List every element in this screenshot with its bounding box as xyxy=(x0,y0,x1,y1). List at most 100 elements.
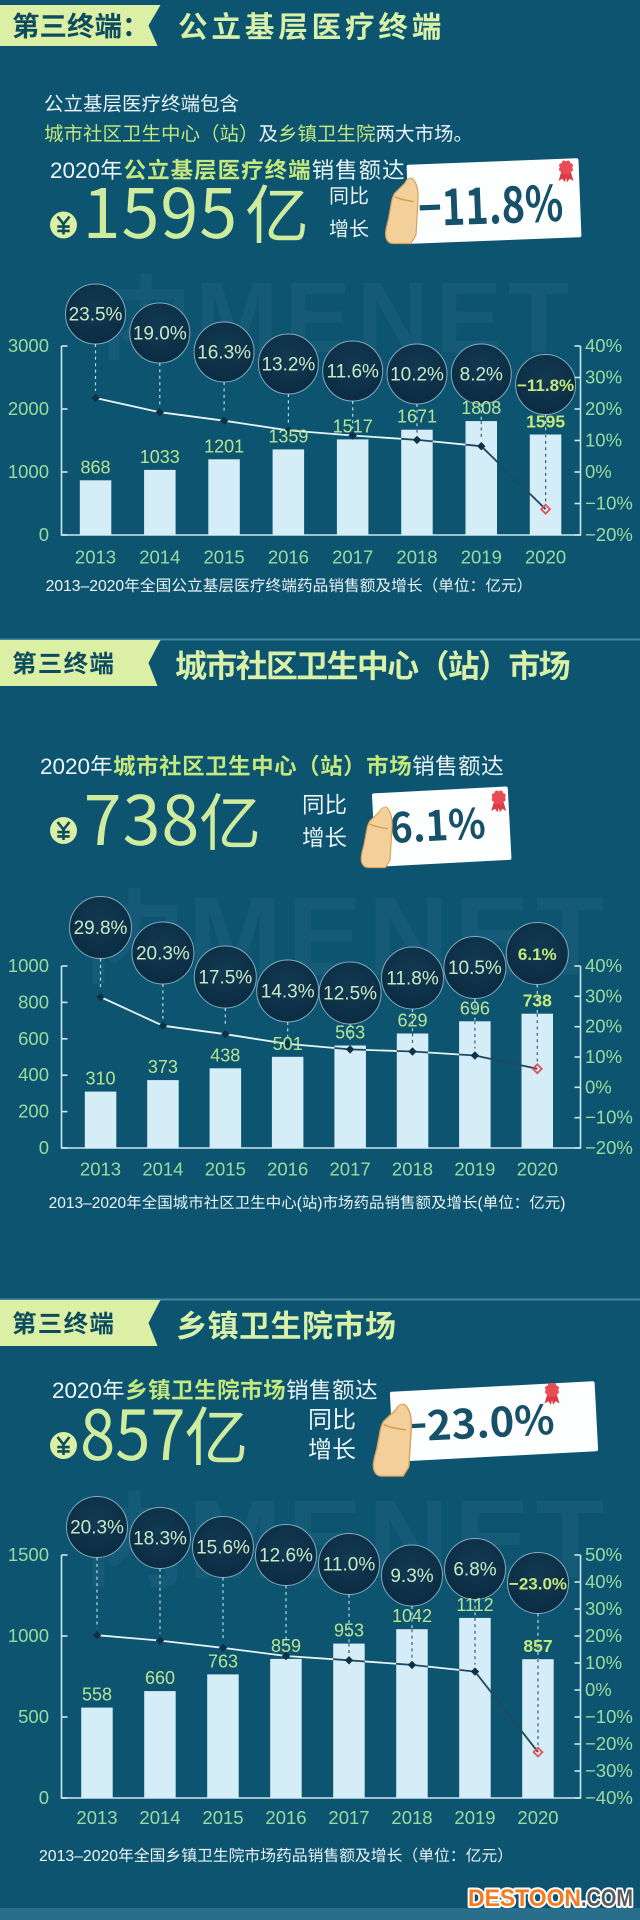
svg-text:2019: 2019 xyxy=(461,547,502,568)
svg-text:2013: 2013 xyxy=(80,1159,121,1180)
svg-text:1201: 1201 xyxy=(204,436,244,456)
svg-text:2020: 2020 xyxy=(517,1159,558,1180)
svg-text:400: 400 xyxy=(18,1064,49,1085)
svg-text:0: 0 xyxy=(39,524,49,545)
svg-text:558: 558 xyxy=(82,1685,112,1705)
svg-text:0%: 0% xyxy=(585,461,612,482)
svg-text:2014: 2014 xyxy=(142,1159,183,1180)
svg-text:2020: 2020 xyxy=(40,754,90,779)
svg-text:696: 696 xyxy=(460,998,490,1018)
svg-text:.COM: .COM xyxy=(581,1885,633,1912)
svg-text:2016: 2016 xyxy=(268,547,309,568)
svg-text:−10%: −10% xyxy=(585,1107,633,1128)
svg-text:1033: 1033 xyxy=(140,447,180,467)
svg-text:20%: 20% xyxy=(585,1625,622,1646)
svg-text:−10%: −10% xyxy=(585,1706,633,1727)
svg-text:738: 738 xyxy=(523,991,552,1011)
svg-text:−20%: −20% xyxy=(585,524,633,545)
svg-text:1595: 1595 xyxy=(526,412,565,432)
svg-text:1112: 1112 xyxy=(456,1595,493,1615)
svg-text:563: 563 xyxy=(335,1023,365,1043)
svg-text:868: 868 xyxy=(80,457,110,477)
svg-text:857: 857 xyxy=(523,1636,552,1656)
svg-text:1808: 1808 xyxy=(461,398,501,418)
svg-text:40%: 40% xyxy=(585,335,622,356)
svg-text:1500: 1500 xyxy=(8,1544,49,1565)
svg-text:438: 438 xyxy=(210,1045,240,1065)
svg-text:23.5%: 23.5% xyxy=(69,305,123,326)
svg-text:15.6%: 15.6% xyxy=(196,1538,250,1559)
svg-text:40%: 40% xyxy=(585,1571,622,1592)
svg-text:2013–2020: 2013–2020 xyxy=(39,1848,118,1865)
svg-text:12.5%: 12.5% xyxy=(323,984,377,1005)
svg-text:−30%: −30% xyxy=(585,1760,633,1781)
svg-text:16.3%: 16.3% xyxy=(197,343,251,364)
svg-text:(: ( xyxy=(297,1195,303,1212)
svg-text:600: 600 xyxy=(18,1028,49,1049)
svg-text:2014: 2014 xyxy=(139,547,180,568)
svg-text:20%: 20% xyxy=(585,398,622,419)
svg-text:−20%: −20% xyxy=(585,1137,633,1158)
svg-text:−23.0%: −23.0% xyxy=(509,1575,567,1594)
svg-text:2015: 2015 xyxy=(205,1159,246,1180)
svg-text:10%: 10% xyxy=(585,1652,622,1673)
svg-text:10%: 10% xyxy=(585,430,622,451)
svg-text:50%: 50% xyxy=(585,1544,622,1565)
svg-text:20%: 20% xyxy=(585,1016,622,1037)
svg-text:1042: 1042 xyxy=(392,1606,432,1626)
svg-text:8.2%: 8.2% xyxy=(460,365,503,386)
svg-text:): ) xyxy=(317,1195,322,1212)
svg-text:12.6%: 12.6% xyxy=(259,1546,313,1567)
svg-text:10.2%: 10.2% xyxy=(390,365,444,386)
svg-text:3000: 3000 xyxy=(8,335,49,356)
svg-text:660: 660 xyxy=(145,1668,175,1688)
svg-text:2013–2020: 2013–2020 xyxy=(49,1195,127,1212)
svg-text:1517: 1517 xyxy=(333,416,373,436)
svg-text:30%: 30% xyxy=(585,985,622,1006)
svg-text:20.3%: 20.3% xyxy=(136,944,190,965)
svg-text:MENET: MENET xyxy=(195,262,575,374)
svg-text:1000: 1000 xyxy=(8,1625,49,1646)
svg-text:14.3%: 14.3% xyxy=(261,982,315,1003)
svg-text:2020: 2020 xyxy=(517,1807,558,1828)
svg-text:11.0%: 11.0% xyxy=(323,1555,376,1576)
svg-text:6.1%: 6.1% xyxy=(518,945,557,964)
svg-text:0%: 0% xyxy=(585,1076,612,1097)
svg-text:2018: 2018 xyxy=(396,547,437,568)
svg-text:2016: 2016 xyxy=(267,1159,308,1180)
svg-text:2015: 2015 xyxy=(204,547,245,568)
svg-text:(: ( xyxy=(478,1195,484,1212)
svg-text:310: 310 xyxy=(85,1069,115,1089)
svg-text:2017: 2017 xyxy=(328,1807,369,1828)
svg-text:2000: 2000 xyxy=(8,398,49,419)
svg-text:−10%: −10% xyxy=(585,493,633,514)
svg-text:DESTOON: DESTOON xyxy=(468,1885,581,1912)
svg-text:2019: 2019 xyxy=(454,1807,495,1828)
svg-text:−20%: −20% xyxy=(585,1733,633,1754)
svg-text:763: 763 xyxy=(208,1651,238,1671)
svg-text:30%: 30% xyxy=(585,367,622,388)
svg-text:2014: 2014 xyxy=(139,1807,180,1828)
svg-text:30%: 30% xyxy=(585,1598,622,1619)
svg-text:6.8%: 6.8% xyxy=(453,1560,496,1581)
svg-text:1359: 1359 xyxy=(268,426,308,446)
svg-text:2016: 2016 xyxy=(265,1807,306,1828)
svg-text:2015: 2015 xyxy=(202,1807,243,1828)
svg-text:11.6%: 11.6% xyxy=(326,362,379,383)
svg-text:2017: 2017 xyxy=(330,1159,371,1180)
svg-text:−40%: −40% xyxy=(585,1787,633,1808)
svg-text:800: 800 xyxy=(18,991,49,1012)
svg-text:): ) xyxy=(560,1195,565,1212)
svg-text:40%: 40% xyxy=(585,955,622,976)
svg-text:2013–2020: 2013–2020 xyxy=(46,578,125,595)
svg-text:2020: 2020 xyxy=(525,547,566,568)
svg-text:10.5%: 10.5% xyxy=(448,958,502,979)
svg-text:11.8%: 11.8% xyxy=(386,969,439,990)
svg-text:2020: 2020 xyxy=(50,158,100,183)
svg-text:20.3%: 20.3% xyxy=(70,1518,124,1539)
svg-text:0: 0 xyxy=(39,1787,49,1808)
svg-text:17.5%: 17.5% xyxy=(198,968,252,989)
svg-text:953: 953 xyxy=(334,1621,364,1641)
svg-text:2013: 2013 xyxy=(75,547,116,568)
svg-text:0%: 0% xyxy=(585,1679,612,1700)
